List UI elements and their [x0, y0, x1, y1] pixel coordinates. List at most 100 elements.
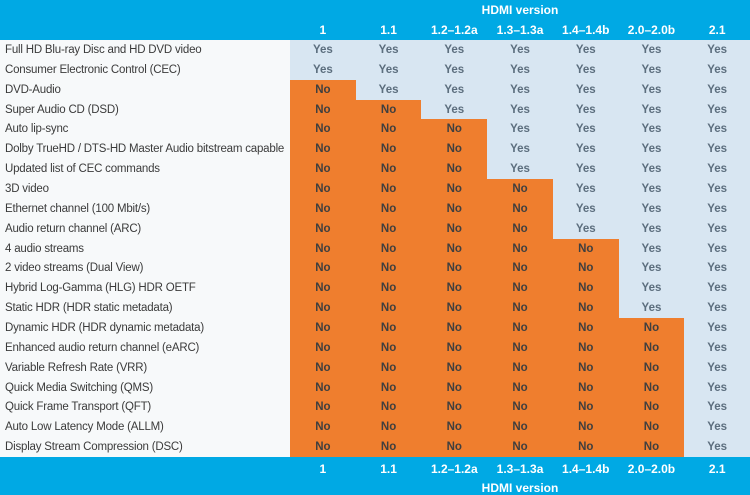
no-cell: No: [355, 218, 422, 239]
no-cell: No: [290, 417, 356, 438]
yes-cell: Yes: [618, 79, 685, 100]
no-cell: No: [421, 238, 488, 259]
feature-label: Variable Refresh Rate (VRR): [0, 357, 290, 378]
no-cell: No: [421, 278, 488, 299]
table-row: Ethernet channel (100 Mbit/s) No No No No Yes…: [0, 198, 750, 219]
column-header-1.3-1.3a: 1.3–1.3a: [496, 23, 544, 37]
column-header-1.3-1.3a: 1.3–1.3a: [496, 462, 544, 476]
yes-cell: Yes: [684, 238, 750, 259]
yes-cell: Yes: [487, 79, 553, 100]
no-cell: No: [355, 99, 422, 120]
no-cell: No: [421, 357, 488, 378]
column-header-1.2-1.2a: 1.2–1.2a: [430, 462, 478, 476]
no-cell: No: [355, 318, 422, 338]
yes-cell: Yes: [618, 139, 685, 160]
yes-cell: Yes: [684, 417, 750, 438]
yes-cell: Yes: [618, 119, 685, 140]
no-cell: No: [618, 417, 685, 438]
no-cell: No: [355, 357, 422, 378]
table-title-bottom: HDMI version: [481, 481, 559, 495]
no-cell: No: [290, 337, 356, 358]
no-cell: No: [487, 298, 553, 319]
yes-cell: Yes: [618, 198, 685, 219]
no-cell: No: [290, 238, 356, 259]
yes-cell: Yes: [487, 99, 553, 120]
no-cell: No: [290, 119, 356, 140]
no-cell: No: [552, 278, 619, 299]
yes-cell: Yes: [618, 159, 685, 180]
no-cell: No: [618, 397, 685, 418]
no-cell: No: [421, 337, 488, 358]
feature-label: DVD-Audio: [0, 79, 290, 100]
yes-cell: Yes: [684, 79, 750, 100]
table-title-top: HDMI version: [481, 3, 559, 17]
feature-label: Super Audio CD (DSD): [0, 99, 290, 120]
table-row: 4 audio streams No No No No No Yes Yes: [0, 238, 750, 259]
no-cell: No: [552, 397, 619, 418]
column-header-2.0-2.0b: 2.0–2.0b: [627, 23, 676, 37]
column-header-1: 1: [319, 23, 327, 37]
no-cell: No: [618, 318, 685, 338]
table-row: 2 video streams (Dual View) No No No No No Yes…: [0, 258, 750, 279]
yes-cell: Yes: [684, 40, 750, 60]
column-header-1.1: 1.1: [380, 23, 397, 37]
no-cell: No: [487, 437, 553, 458]
yes-cell: Yes: [684, 397, 750, 418]
no-cell: No: [421, 139, 488, 160]
feature-label: Enhanced audio return channel (eARC): [0, 337, 290, 358]
yes-cell: Yes: [552, 99, 619, 120]
no-cell: No: [618, 437, 685, 458]
yes-cell: Yes: [355, 79, 422, 100]
no-cell: No: [487, 337, 553, 358]
yes-cell: Yes: [552, 198, 619, 219]
yes-cell: Yes: [552, 119, 619, 140]
no-cell: No: [487, 218, 553, 239]
table-row: Quick Frame Transport (QFT) No No No No No No Y…: [0, 397, 750, 418]
no-cell: No: [355, 417, 422, 438]
no-cell: No: [487, 397, 553, 418]
no-cell: No: [421, 377, 488, 398]
yes-cell: Yes: [618, 218, 685, 239]
yes-cell: Yes: [618, 298, 685, 319]
no-cell: No: [487, 179, 553, 199]
no-cell: No: [290, 179, 356, 199]
no-cell: No: [421, 298, 488, 319]
no-cell: No: [355, 337, 422, 358]
yes-cell: Yes: [421, 99, 488, 120]
table-row: DVD-Audio No Yes Yes Yes Yes Yes Yes: [0, 79, 750, 100]
yes-cell: Yes: [684, 357, 750, 378]
no-cell: No: [487, 238, 553, 259]
yes-cell: Yes: [684, 437, 750, 458]
yes-cell: Yes: [684, 179, 750, 199]
yes-cell: Yes: [684, 258, 750, 279]
no-cell: No: [421, 397, 488, 418]
yes-cell: Yes: [487, 159, 553, 180]
no-cell: No: [290, 198, 356, 219]
table-row: Auto Low Latency Mode (ALLM) No No No No No No…: [0, 417, 750, 438]
no-cell: No: [355, 258, 422, 279]
table-row: Dolby TrueHD / DTS-HD Master Audio bitst…: [0, 139, 750, 160]
feature-label: Auto lip-sync: [0, 119, 290, 140]
yes-cell: Yes: [421, 40, 488, 60]
no-cell: No: [290, 377, 356, 398]
yes-cell: Yes: [552, 159, 619, 180]
yes-cell: Yes: [552, 218, 619, 239]
column-header-2.0-2.0b: 2.0–2.0b: [627, 462, 676, 476]
no-cell: No: [290, 99, 356, 120]
table-row: Static HDR (HDR static metadata) No No No No…: [0, 298, 750, 319]
no-cell: No: [421, 437, 488, 458]
yes-cell: Yes: [618, 238, 685, 259]
feature-label: Ethernet channel (100 Mbit/s): [0, 198, 290, 219]
yes-cell: Yes: [684, 139, 750, 160]
no-cell: No: [355, 119, 422, 140]
column-header-2.1: 2.1: [708, 462, 726, 476]
yes-cell: Yes: [684, 159, 750, 180]
no-cell: No: [290, 298, 356, 319]
no-cell: No: [487, 357, 553, 378]
feature-label: Dynamic HDR (HDR dynamic metadata): [0, 318, 290, 338]
table-row: Updated list of CEC commands No No No Yes Yes…: [0, 159, 750, 180]
table-row: Auto lip-sync No No No Yes Yes Yes Yes: [0, 119, 750, 140]
no-cell: No: [421, 119, 488, 140]
no-cell: No: [290, 278, 356, 299]
